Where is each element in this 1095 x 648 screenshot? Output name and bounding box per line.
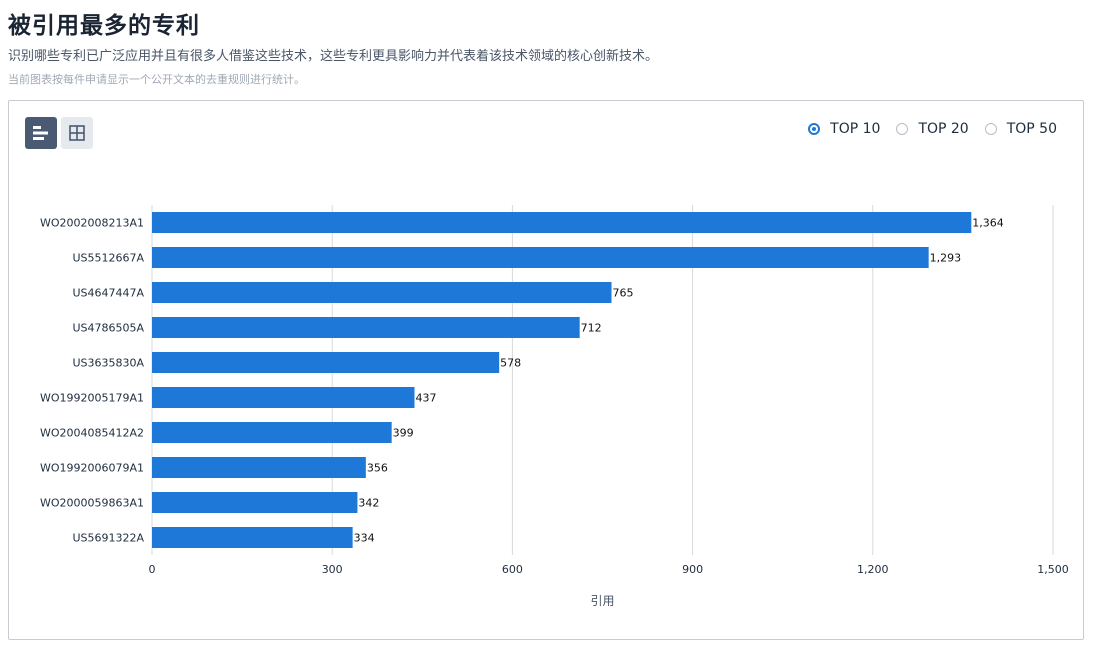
- data-label: 1,293: [930, 252, 962, 265]
- data-label: 712: [581, 322, 602, 335]
- table-view-button[interactable]: [61, 117, 93, 149]
- x-tick-label: 0: [149, 563, 156, 576]
- data-label: 578: [500, 357, 521, 370]
- data-label: 342: [358, 497, 379, 510]
- bar: [152, 247, 929, 268]
- category-label: US4647447A: [72, 287, 144, 300]
- category-label: US3635830A: [72, 357, 144, 370]
- page-title: 被引用最多的专利: [8, 13, 200, 39]
- bar: [152, 212, 972, 233]
- radio-indicator[interactable]: [896, 123, 909, 135]
- category-label: US5691322A: [72, 532, 144, 545]
- category-label: WO2002008213A1: [40, 217, 144, 230]
- category-label: WO2004085412A2: [40, 427, 144, 440]
- data-label: 765: [613, 287, 634, 300]
- data-label: 437: [415, 392, 436, 405]
- bar: [152, 422, 392, 443]
- x-tick-label: 300: [322, 563, 343, 576]
- bar: [152, 527, 353, 548]
- category-label: WO2000059863A1: [40, 497, 144, 510]
- radio-top-20[interactable]: TOP 20: [896, 121, 969, 137]
- bar-view-button[interactable]: [25, 117, 57, 149]
- data-label: 356: [367, 462, 388, 475]
- page-description: 识别哪些专利已广泛应用并且有很多人借鉴这些技术，这些专利更具影响力并代表着该技术…: [8, 49, 659, 64]
- radio-top-10[interactable]: TOP 10: [808, 121, 880, 137]
- bar-chart-icon: [33, 126, 48, 140]
- radio-indicator[interactable]: [808, 123, 821, 135]
- bar: [152, 317, 580, 338]
- bar: [152, 387, 415, 408]
- x-axis-title: 引用: [590, 594, 614, 608]
- bar: [152, 282, 612, 303]
- grid-table-icon: [69, 125, 85, 141]
- statistics-note: 当前图表按每件申请显示一个公开文本的去重规则进行统计。: [8, 73, 305, 86]
- radio-label: TOP 20: [918, 121, 969, 137]
- radio-label: TOP 50: [1006, 121, 1057, 137]
- x-tick-label: 1,500: [1037, 563, 1069, 576]
- bar: [152, 352, 500, 373]
- bar: [152, 457, 366, 478]
- top-n-selector: TOP 10 TOP 20 TOP 50: [792, 121, 1057, 137]
- bar: [152, 492, 358, 513]
- citation-bar-chart: 0 300 600 900 1,200 1,500 WO2002008213A1 1,364 U…: [40, 205, 1069, 608]
- x-tick-label: 1,200: [857, 563, 889, 576]
- data-label: 334: [354, 532, 375, 545]
- chart-panel: TOP 10 TOP 20 TOP 50: [8, 100, 1084, 640]
- radio-indicator[interactable]: [984, 123, 997, 135]
- radio-top-50[interactable]: TOP 50: [984, 121, 1057, 137]
- data-label: 1,364: [972, 217, 1004, 230]
- category-label: WO1992006079A1: [40, 462, 144, 475]
- category-label: US5512667A: [72, 252, 144, 265]
- category-label: US4786505A: [72, 322, 144, 335]
- radio-label: TOP 10: [830, 121, 881, 137]
- category-label: WO1992005179A1: [40, 392, 144, 405]
- x-tick-label: 600: [502, 563, 523, 576]
- x-tick-label: 900: [682, 563, 703, 576]
- data-label: 399: [393, 427, 414, 440]
